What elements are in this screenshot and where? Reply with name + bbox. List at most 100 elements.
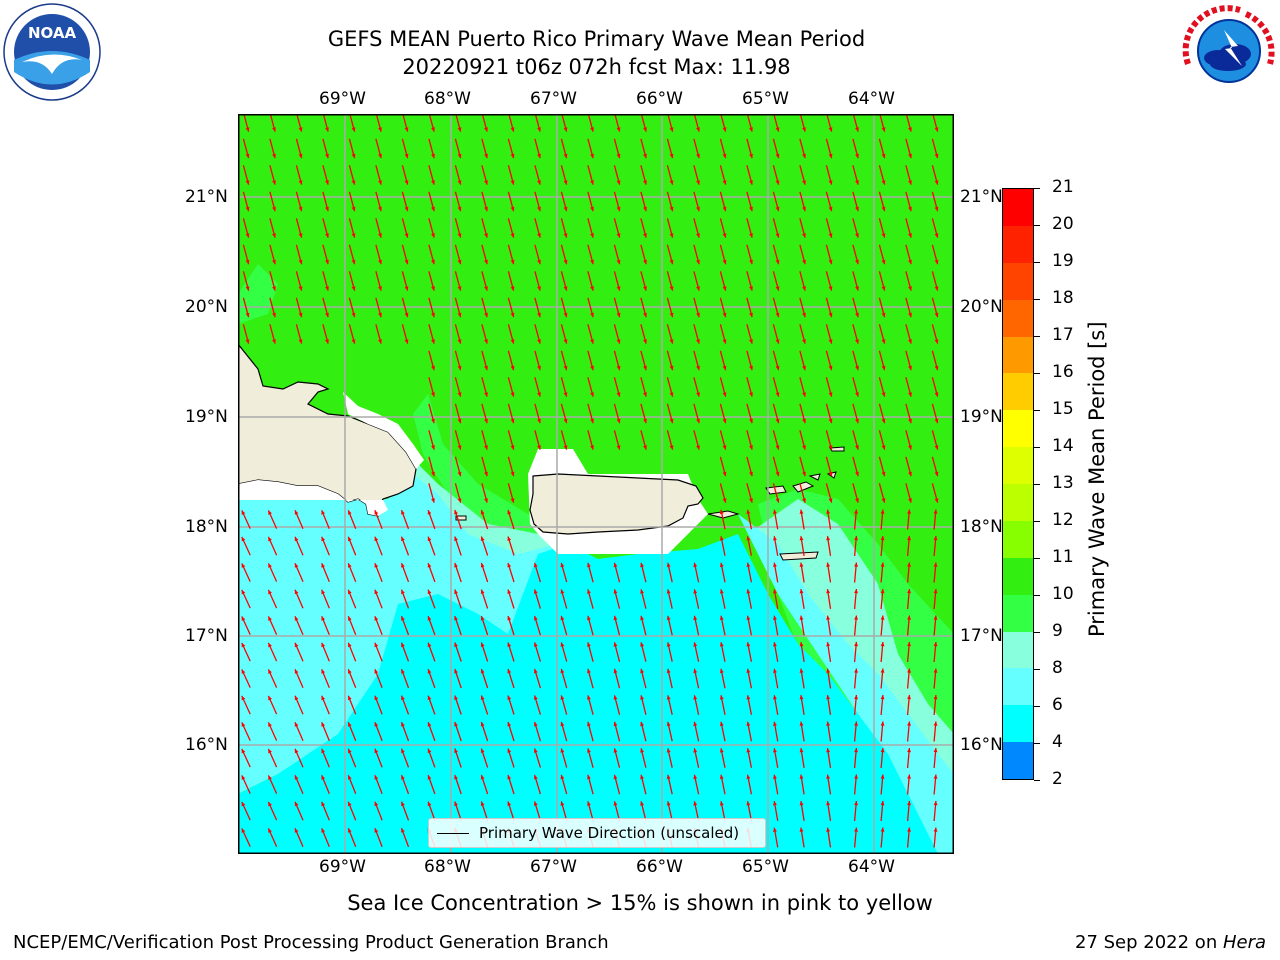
wave-arrow-head bbox=[510, 498, 515, 503]
wave-arrow-head bbox=[587, 642, 591, 647]
wave-arrow-head bbox=[746, 562, 751, 567]
wave-arrow-head bbox=[746, 801, 751, 806]
land-puerto-rico bbox=[529, 473, 704, 535]
wave-arrow-head bbox=[855, 312, 859, 318]
wave-arrow-head bbox=[533, 801, 538, 806]
wave-arrow-head bbox=[431, 259, 435, 265]
lat-tick-right-16n: 16°N bbox=[960, 735, 1003, 755]
wave-arrow-head bbox=[431, 445, 435, 450]
wave-arrow-head bbox=[590, 445, 594, 450]
wave-arrow-head bbox=[507, 563, 512, 568]
wave-arrow-head bbox=[719, 642, 724, 647]
wave-arrow-head bbox=[799, 642, 804, 647]
wave-arrow-head bbox=[640, 615, 644, 621]
wave-arrow-head bbox=[457, 418, 462, 424]
wave-arrow-head bbox=[854, 562, 858, 567]
wave-arrow-head bbox=[431, 286, 435, 291]
wave-arrow-head bbox=[537, 153, 541, 159]
wave-arrow-head bbox=[374, 642, 379, 648]
wave-arrow-head bbox=[378, 339, 382, 344]
wave-arrow-head bbox=[666, 774, 671, 780]
wave-arrow-head bbox=[454, 536, 458, 541]
wave-arrow-head bbox=[616, 127, 621, 132]
wave-arrow-head bbox=[826, 509, 831, 514]
wave-arrow-head bbox=[510, 233, 515, 238]
wave-arrow-head bbox=[828, 206, 833, 212]
wave-arrow-head bbox=[828, 498, 833, 503]
wave-arrow-head bbox=[666, 589, 671, 594]
mask-hispaniola bbox=[238, 392, 424, 516]
wave-arrow-head bbox=[480, 775, 485, 780]
wave-arrow-head bbox=[749, 206, 753, 212]
wave-arrow-head bbox=[563, 233, 568, 238]
wave-arrow-head bbox=[722, 233, 727, 238]
wave-arrow-head bbox=[563, 206, 568, 212]
wave-arrow-head bbox=[746, 774, 751, 779]
wave-arrow-head bbox=[587, 748, 591, 753]
wave-arrow-head bbox=[272, 286, 276, 291]
wave-arrow-head bbox=[533, 642, 538, 647]
wave-arrow-head bbox=[643, 392, 647, 397]
wave-arrow-head bbox=[775, 418, 780, 424]
wave-arrow-head bbox=[563, 339, 568, 344]
colorbar-labels: 21 20 19 18 17 16 15 14 13 12 11 10 9 8 6 4 2 bbox=[1034, 177, 1094, 789]
wave-arrow-head bbox=[587, 615, 591, 621]
colorbar-cell bbox=[1003, 484, 1033, 521]
colorbar-tick-mark bbox=[1034, 225, 1040, 226]
lon-tick-top-69w: 69°W bbox=[319, 89, 366, 109]
lat-tick-left-19n: 19°N bbox=[185, 407, 228, 427]
wave-arrow-head bbox=[537, 392, 541, 397]
wave-arrow-head bbox=[826, 774, 831, 779]
wave-arrow-head bbox=[401, 801, 405, 807]
wave-arrow-head bbox=[348, 642, 352, 648]
wave-arrow-head bbox=[533, 774, 538, 780]
wave-arrow-head bbox=[484, 418, 488, 424]
wave-arrow-head bbox=[457, 471, 462, 477]
wave-arrow-head bbox=[640, 668, 644, 674]
wave-arrow-head bbox=[881, 418, 886, 424]
wave-arrow-head bbox=[484, 206, 488, 212]
wave-arrow-head bbox=[669, 286, 674, 291]
wave-arrow-head bbox=[560, 615, 565, 621]
wave-arrow-head bbox=[775, 180, 780, 185]
wave-arrow-head bbox=[507, 722, 512, 727]
wave-arrow-head bbox=[669, 339, 674, 344]
wave-arrow-head bbox=[480, 536, 485, 541]
wave-arrow-head bbox=[427, 536, 432, 542]
chart-subtitle: 20220921 t06z 072h fcst Max: 11.98 bbox=[402, 55, 791, 79]
wave-arrow-head bbox=[378, 127, 382, 132]
colorbar-cell bbox=[1003, 447, 1033, 484]
colorbar-tick-mark bbox=[1034, 669, 1040, 670]
wave-arrow-head bbox=[268, 563, 272, 568]
wave-arrow-head bbox=[427, 669, 432, 674]
wave-arrow-head bbox=[480, 510, 485, 515]
wave-arrow-head bbox=[669, 206, 674, 212]
wave-arrow-head bbox=[484, 445, 488, 450]
lon-tick-bottom-66w: 66°W bbox=[636, 857, 683, 877]
wave-arrow-head bbox=[616, 312, 621, 318]
wave-arrow-head bbox=[828, 286, 833, 291]
wave-arrow-head bbox=[378, 286, 382, 291]
wave-arrow-head bbox=[537, 365, 541, 371]
wave-arrow-head bbox=[241, 642, 246, 648]
wave-arrow-head bbox=[457, 233, 462, 238]
wave-arrow-head bbox=[799, 615, 804, 620]
wave-arrow-head bbox=[907, 695, 911, 700]
wave-arrow-head bbox=[537, 206, 541, 212]
wave-arrow-head bbox=[908, 365, 912, 371]
wave-arrow-head bbox=[696, 153, 700, 159]
wave-arrow-head bbox=[855, 339, 859, 344]
wave-arrow-head bbox=[510, 312, 515, 318]
wave-arrow-head bbox=[348, 563, 352, 568]
lon-tick-bottom-64w: 64°W bbox=[848, 857, 895, 877]
wave-arrow-head bbox=[268, 722, 272, 727]
wave-arrow-head bbox=[325, 127, 329, 132]
wave-arrow-head bbox=[272, 206, 276, 212]
wave-arrow-head bbox=[325, 206, 329, 212]
wave-arrow-head bbox=[854, 721, 858, 726]
lon-tick-bottom-69w: 69°W bbox=[319, 857, 366, 877]
wave-arrow-head bbox=[880, 668, 885, 673]
wave-arrow-head bbox=[507, 536, 512, 541]
wave-arrow-head bbox=[294, 722, 299, 727]
wave-arrow-head bbox=[696, 445, 700, 450]
